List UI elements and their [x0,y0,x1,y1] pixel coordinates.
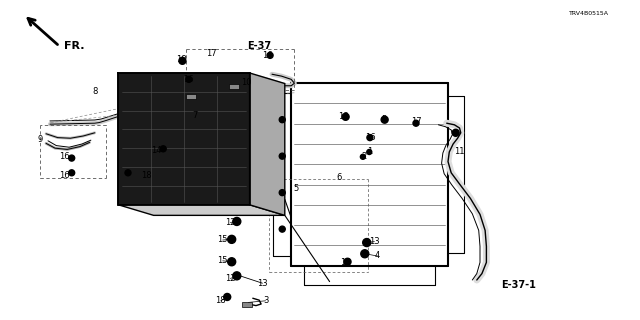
Circle shape [279,190,285,196]
Text: 3: 3 [263,296,268,305]
Text: 17: 17 [411,117,421,126]
Polygon shape [186,93,196,99]
Text: 8: 8 [92,87,97,96]
Circle shape [125,170,131,176]
Text: 18: 18 [216,296,226,305]
Text: 13: 13 [257,279,268,288]
Circle shape [344,258,351,265]
Text: 16: 16 [184,75,194,84]
Polygon shape [242,302,252,307]
Text: 15: 15 [218,236,228,244]
Circle shape [233,218,241,225]
Text: E-37-1: E-37-1 [501,280,536,290]
Text: 11: 11 [454,148,465,156]
Circle shape [224,293,230,300]
Polygon shape [228,84,239,89]
Circle shape [279,226,285,232]
Circle shape [413,120,419,126]
Circle shape [267,52,273,58]
Circle shape [233,272,241,280]
Text: 10: 10 [241,78,252,87]
Circle shape [363,239,371,246]
Text: 13: 13 [369,237,380,246]
Circle shape [68,170,75,176]
Text: 15: 15 [218,256,228,265]
Text: 12: 12 [225,274,236,283]
Text: TRV4B0515A: TRV4B0515A [569,11,609,16]
Polygon shape [118,205,285,215]
Text: 18: 18 [176,55,186,64]
Text: 16: 16 [59,152,69,161]
Circle shape [179,57,186,64]
Text: 2: 2 [361,152,366,161]
Text: 5: 5 [293,184,298,193]
Circle shape [360,154,365,159]
Circle shape [361,250,369,258]
Polygon shape [118,73,250,205]
Circle shape [68,155,75,161]
Text: 4: 4 [375,252,380,260]
Text: 18: 18 [340,258,351,267]
Circle shape [228,236,236,244]
Text: 16: 16 [59,171,69,180]
Circle shape [160,146,166,152]
Circle shape [279,117,285,123]
Circle shape [452,129,459,136]
Text: 18: 18 [339,112,349,121]
Text: E-37: E-37 [247,41,271,51]
Text: 16: 16 [262,51,273,60]
Text: 9: 9 [37,135,42,144]
Polygon shape [250,73,285,215]
Text: 5: 5 [381,115,387,124]
Circle shape [367,135,373,140]
Circle shape [186,76,192,82]
Text: 17: 17 [206,49,216,58]
Circle shape [381,116,388,123]
Text: 1: 1 [367,148,372,156]
Text: 7: 7 [193,111,198,120]
Circle shape [367,149,372,155]
Circle shape [342,113,349,120]
Circle shape [279,153,285,159]
Text: 12: 12 [225,218,236,227]
Text: 6: 6 [337,173,342,182]
Text: 18: 18 [141,171,151,180]
Circle shape [228,258,236,266]
Text: 16: 16 [365,133,375,142]
Text: FR.: FR. [63,41,84,52]
Text: 14: 14 [152,146,162,155]
